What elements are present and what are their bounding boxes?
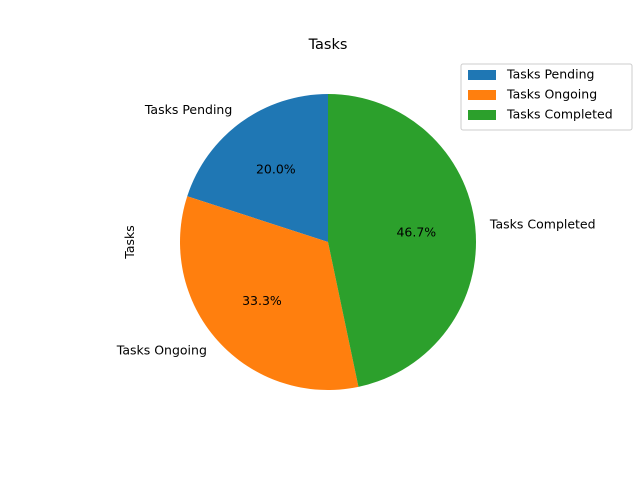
legend-swatch-tasks-pending [468,70,496,80]
legend-swatch-tasks-completed [468,110,496,120]
legend-frame [460,63,633,131]
pie-slice-tasks-pending [187,94,328,242]
legend-label-tasks-pending: Tasks Pending [506,67,594,82]
slice-labels: Tasks Pending Tasks Ongoing Tasks Complete… [116,102,596,358]
legend-label-tasks-completed: Tasks Completed [506,107,613,122]
percent-label-tasks-pending: 20.0% [256,162,296,177]
percent-label-tasks-ongoing: 33.3% [242,293,282,308]
pie-slices [180,94,476,391]
percent-label-tasks-completed: 46.7% [396,224,436,239]
pie-slice-tasks-completed [328,94,476,387]
legend: Tasks Pending Tasks Ongoing Tasks Complete… [460,63,633,131]
pie-slice-tasks-ongoing [180,196,359,391]
chart-title: Tasks [308,37,348,53]
legend-swatch-tasks-ongoing [468,90,496,100]
slice-label-tasks-completed: Tasks Completed [489,217,596,232]
slice-label-tasks-ongoing: Tasks Ongoing [116,342,207,357]
y-axis-label: Tasks [122,225,137,260]
slice-label-tasks-pending: Tasks Pending [144,102,232,117]
legend-label-tasks-ongoing: Tasks Ongoing [506,87,597,102]
percent-labels: 20.0% 33.3% 46.7% [242,162,436,308]
